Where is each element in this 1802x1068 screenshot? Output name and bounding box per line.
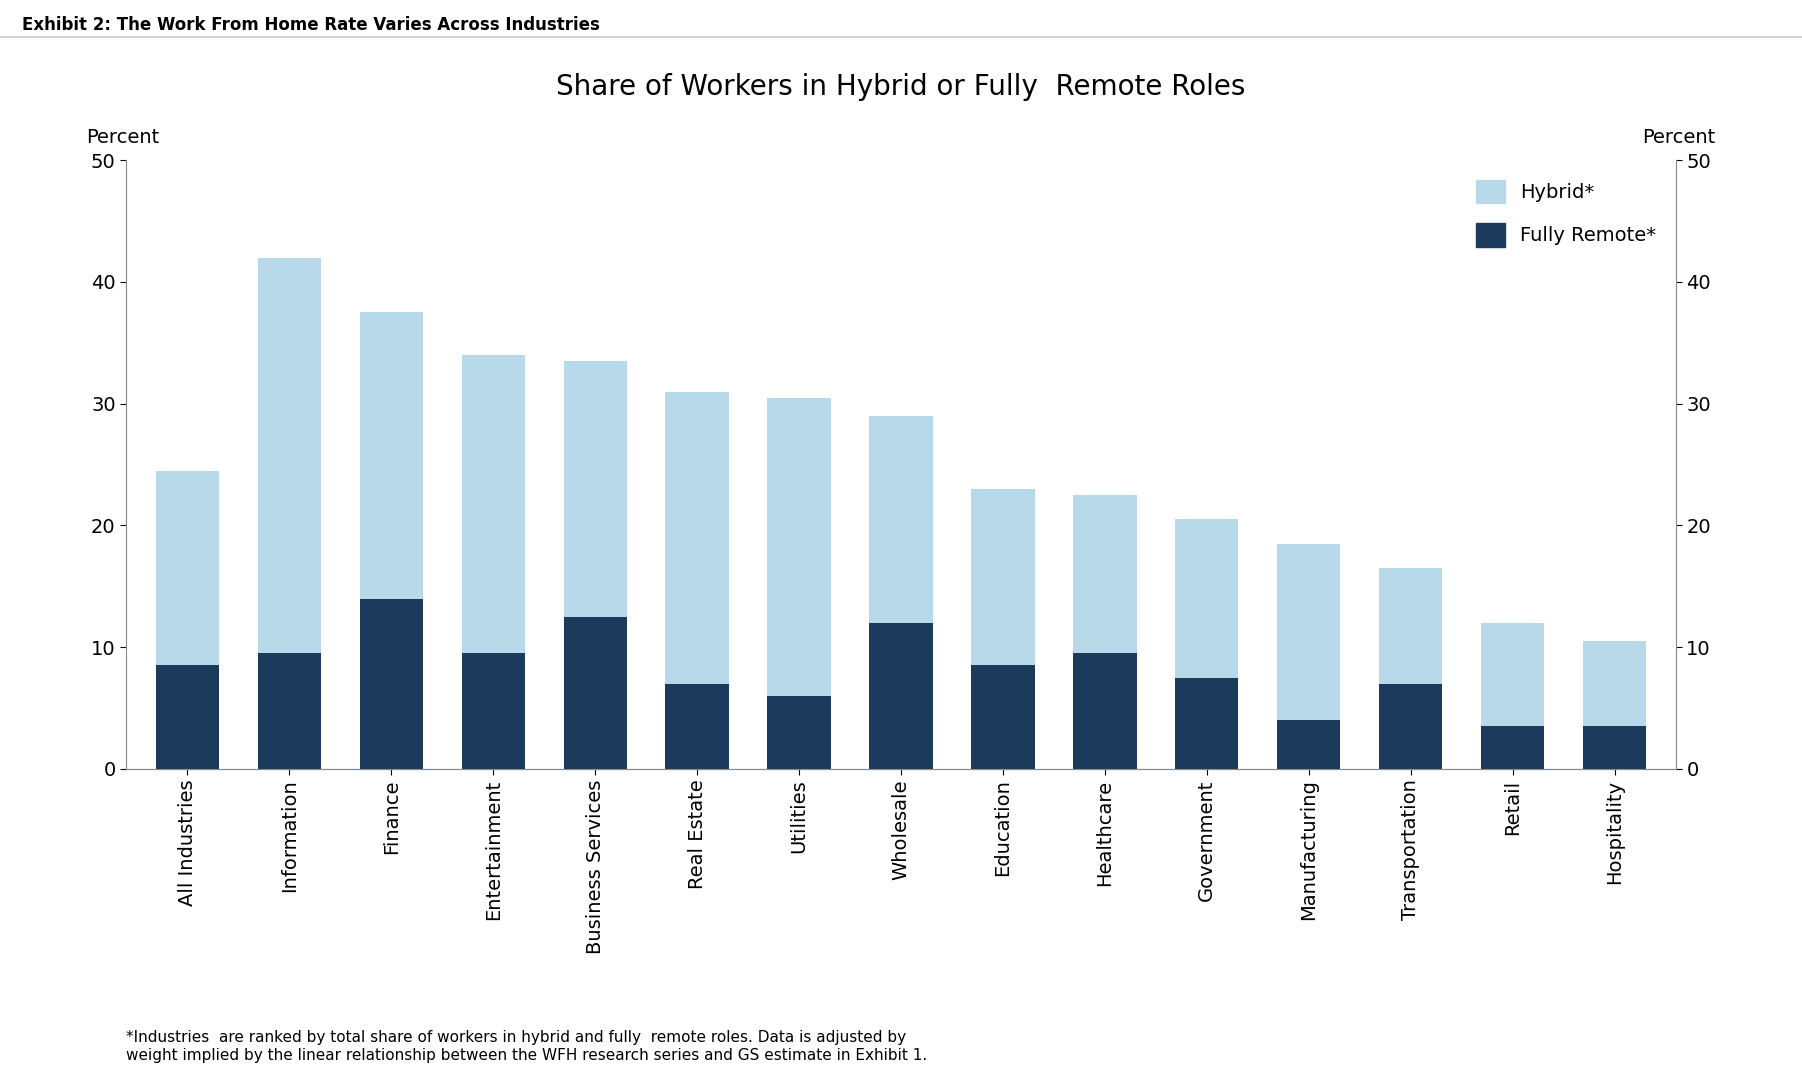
Bar bbox=[1584, 641, 1647, 726]
Bar bbox=[461, 654, 524, 769]
Bar bbox=[665, 684, 728, 769]
Bar bbox=[1481, 623, 1544, 726]
Bar bbox=[1481, 726, 1544, 769]
Text: Percent: Percent bbox=[86, 128, 160, 147]
Bar bbox=[461, 355, 524, 654]
Bar bbox=[1278, 720, 1341, 769]
Bar bbox=[665, 392, 728, 684]
Bar bbox=[155, 471, 218, 665]
Bar bbox=[1074, 654, 1137, 769]
Bar bbox=[1278, 544, 1341, 720]
Text: *Industries  are ranked by total share of workers in hybrid and fully  remote ro: *Industries are ranked by total share of… bbox=[126, 1031, 928, 1063]
Bar bbox=[360, 598, 423, 769]
Bar bbox=[1379, 684, 1442, 769]
Bar bbox=[1175, 519, 1238, 677]
Bar bbox=[1379, 568, 1442, 684]
Bar bbox=[971, 665, 1034, 769]
Bar bbox=[258, 654, 321, 769]
Bar bbox=[564, 616, 627, 769]
Bar bbox=[768, 397, 831, 696]
Bar bbox=[869, 623, 933, 769]
Bar bbox=[869, 415, 933, 623]
Text: Percent: Percent bbox=[1642, 128, 1716, 147]
Bar bbox=[1074, 496, 1137, 654]
Legend: Hybrid*, Fully Remote*: Hybrid*, Fully Remote* bbox=[1465, 170, 1667, 256]
Bar bbox=[768, 696, 831, 769]
Text: Share of Workers in Hybrid or Fully  Remote Roles: Share of Workers in Hybrid or Fully Remo… bbox=[557, 74, 1245, 101]
Bar bbox=[258, 257, 321, 654]
Bar bbox=[1584, 726, 1647, 769]
Bar bbox=[155, 665, 218, 769]
Bar bbox=[360, 312, 423, 598]
Bar bbox=[971, 489, 1034, 665]
Text: Exhibit 2: The Work From Home Rate Varies Across Industries: Exhibit 2: The Work From Home Rate Varie… bbox=[22, 16, 600, 34]
Bar bbox=[564, 361, 627, 616]
Bar bbox=[1175, 677, 1238, 769]
